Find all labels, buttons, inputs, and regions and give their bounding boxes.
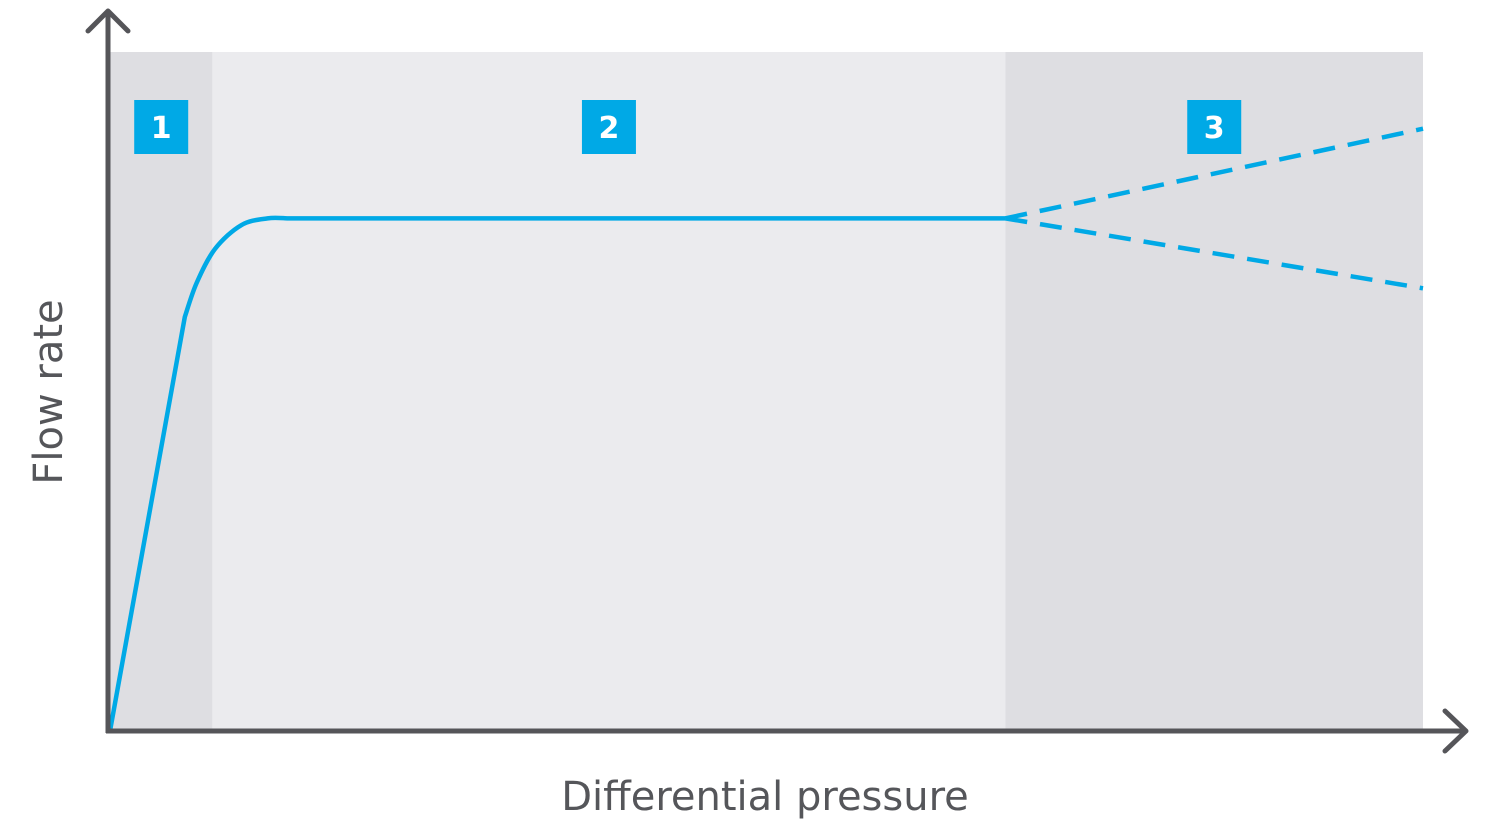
zone-badge-1: 1 [134, 100, 189, 154]
zone-badge-label: 2 [599, 111, 620, 146]
zone-2-background [212, 52, 1006, 731]
zone-badge-2: 2 [581, 100, 636, 154]
zone-badges: 1 2 3 [134, 100, 1242, 154]
dashed-projection-line-2 [1005, 216, 1424, 291]
zone-badge-label: 3 [1204, 111, 1225, 146]
y-axis-title: Flow rate [26, 299, 72, 484]
zones [110, 52, 1423, 731]
zone-badge-label: 1 [151, 111, 172, 146]
axes [85, 8, 1469, 754]
zone-badge-box [134, 100, 189, 154]
y-axis-arrow-icon [85, 8, 131, 34]
zone-badge-3: 3 [1187, 100, 1242, 154]
zone-badge-box [1187, 100, 1242, 154]
x-axis-title: Differential pressure [561, 774, 969, 820]
zone-badge-box [581, 100, 636, 154]
x-axis-arrow-icon [1442, 708, 1469, 754]
dashed-projection-line-1 [1004, 126, 1424, 221]
zone-1-background [110, 52, 213, 731]
flow-curve-line [107, 215, 1006, 732]
zone-3-background [1005, 52, 1423, 731]
series [107, 126, 1424, 732]
